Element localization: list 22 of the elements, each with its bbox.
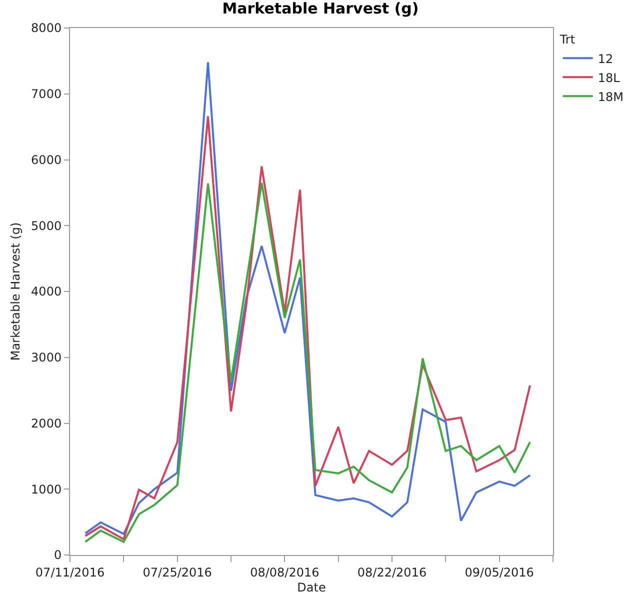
y-tick-label: 2000 [31,416,62,430]
x-tick-label: 08/08/2016 [250,565,320,580]
y-tick-label: 8000 [31,21,62,36]
legend-label: 12 [598,52,614,66]
y-tick-label: 0 [54,548,62,562]
y-tick-label: 3000 [31,350,62,365]
x-tick-label: 09/05/2016 [464,565,534,580]
y-tick-label: 6000 [31,152,62,167]
y-tick-label: 7000 [31,87,62,102]
x-tick-label: 07/25/2016 [142,565,212,580]
legend-title: Trt [558,32,576,47]
y-tick-label: 4000 [31,284,62,299]
y-tick-label: 5000 [31,218,62,233]
x-tick-label: 07/11/2016 [35,565,105,580]
legend-label: 18M [598,90,624,104]
legend-label: 18L [598,70,620,85]
chart-title: Marketable Harvest (g) [222,0,419,18]
line-series [84,182,531,543]
y-tick-label: 1000 [31,482,62,496]
y-axis-title: Marketable Harvest (g) [8,222,22,361]
x-axis-title: Date [297,580,326,594]
x-tick-label: 08/22/2016 [357,565,427,580]
